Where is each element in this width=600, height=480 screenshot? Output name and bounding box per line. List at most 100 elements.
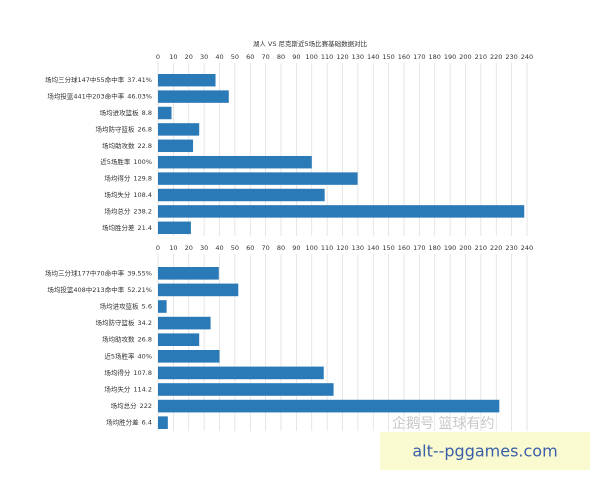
x-tick-label: 160 [398,53,410,61]
x-tick-label: 170 [413,53,425,61]
chart-title: 湖人 VS 尼克斯近5场比赛基础数据对比 [253,39,368,48]
bar [158,73,216,87]
y-tick-label: 近5场胜率 100% [100,157,152,166]
bar [158,155,312,169]
x-tick-label: 90 [292,53,300,61]
y-tick-label: 场均得分 107.8 [104,368,152,377]
x-tick-label: 60 [246,244,254,252]
value-label: 238.2 [133,207,152,215]
x-tick-label: 0 [156,244,160,252]
y-tick-label: 场均得分 129.8 [104,174,152,183]
x-tick-label: 130 [352,53,364,61]
x-tick-label: 40 [215,244,223,252]
value-label: 34.2 [138,319,152,327]
y-tick-label: 场均胜分差 21.4 [102,223,152,232]
category-label: 场均进攻篮板 [100,302,140,311]
value-label: 46.03% [127,93,152,101]
watermark: 企鹅号 篮球有约 [392,415,494,432]
bar [158,333,200,347]
value-label: 21.4 [138,224,152,232]
x-tick-label: 80 [277,53,285,61]
y-tick-label: 场均总分 222 [111,401,152,410]
category-label: 场均总分 [111,401,138,410]
x-tick-label: 140 [367,244,379,252]
bar [158,266,219,280]
value-label: 222 [140,402,152,410]
y-tick-label: 场均三分球147中55命中率 37.41% [45,75,152,84]
x-tick-label: 180 [429,53,441,61]
value-label: 26.8 [138,336,152,344]
x-tick-label: 100 [306,53,318,61]
value-label: 22.8 [138,142,152,150]
x-tick-label: 80 [277,244,285,252]
value-label: 40% [138,352,152,360]
x-tick-label: 100 [306,244,318,252]
bar [158,106,172,120]
category-label: 场均三分球177中70命中率 [45,268,125,277]
x-tick-label: 60 [246,53,254,61]
x-tick-label: 140 [367,53,379,61]
y-tick-label: 近5场胜率 40% [104,351,152,360]
x-tick-label: 180 [429,244,441,252]
x-tick-label: 230 [505,244,517,252]
bar [158,90,229,103]
bar [158,139,194,153]
y-tick-label: 场均胜分差 6.4 [106,418,152,427]
banner-text: alt--pggames.com [412,442,557,461]
x-tick-label: 20 [185,244,193,252]
bar [158,300,167,313]
value-label: 52.21% [127,286,152,294]
value-label: 6.4 [142,419,152,427]
category-label: 场均得分 [104,368,131,377]
bar [158,366,324,380]
bar [158,205,525,218]
category-label: 近5场胜率 [100,157,131,166]
y-tick-label: 场均失分 108.4 [104,190,152,199]
x-tick-label: 50 [231,53,239,61]
x-tick-label: 200 [459,53,471,61]
x-tick-label: 70 [261,244,269,252]
category-label: 场均助攻数 [102,141,135,150]
y-tick-label: 场均失分 114.2 [104,385,152,394]
bar [158,172,358,185]
x-tick-label: 150 [382,244,394,252]
value-label: 100% [133,158,152,166]
category-label: 场均胜分差 [106,418,139,427]
x-tick-label: 120 [336,244,348,252]
x-tick-label: 190 [444,244,456,252]
x-tick-label: 210 [475,53,487,61]
x-tick-label: 40 [215,53,223,61]
bar [158,383,334,396]
value-label: 107.8 [133,369,152,377]
x-tick-label: 230 [505,53,517,61]
x-tick-label: 110 [321,53,333,61]
y-tick-label: 场均投篮408中213命中率 52.21% [47,285,152,294]
x-tick-label: 220 [490,53,502,61]
bar [158,416,168,430]
value-label: 108.4 [133,191,152,199]
x-tick-label: 190 [444,53,456,61]
y-tick-label: 场均助攻数 26.8 [102,335,152,344]
bar [158,221,191,235]
category-label: 场均胜分差 [102,223,135,232]
category-label: 场均三分球147中55命中率 [45,75,125,84]
bar [158,316,211,330]
category-label: 场均进攻篮板 [100,108,140,117]
x-tick-label: 200 [459,244,471,252]
y-tick-label: 场均进攻篮板 5.6 [100,302,152,311]
category-label: 场均防守篮板 [96,318,136,327]
category-label: 场均失分 [104,190,131,199]
x-tick-label: 10 [169,244,177,252]
x-tick-label: 150 [382,53,394,61]
category-label: 场均防守篮板 [96,124,136,133]
bar [158,123,200,136]
category-label: 场均得分 [104,174,131,183]
category-label: 场均投篮441中203命中率 [47,92,124,101]
y-tick-label: 场均进攻篮板 8.8 [100,108,152,117]
value-label: 8.8 [142,109,152,117]
x-tick-label: 30 [200,53,208,61]
x-tick-label: 20 [185,53,193,61]
x-tick-label: 50 [231,244,239,252]
x-tick-label: 30 [200,244,208,252]
x-tick-label: 90 [292,244,300,252]
